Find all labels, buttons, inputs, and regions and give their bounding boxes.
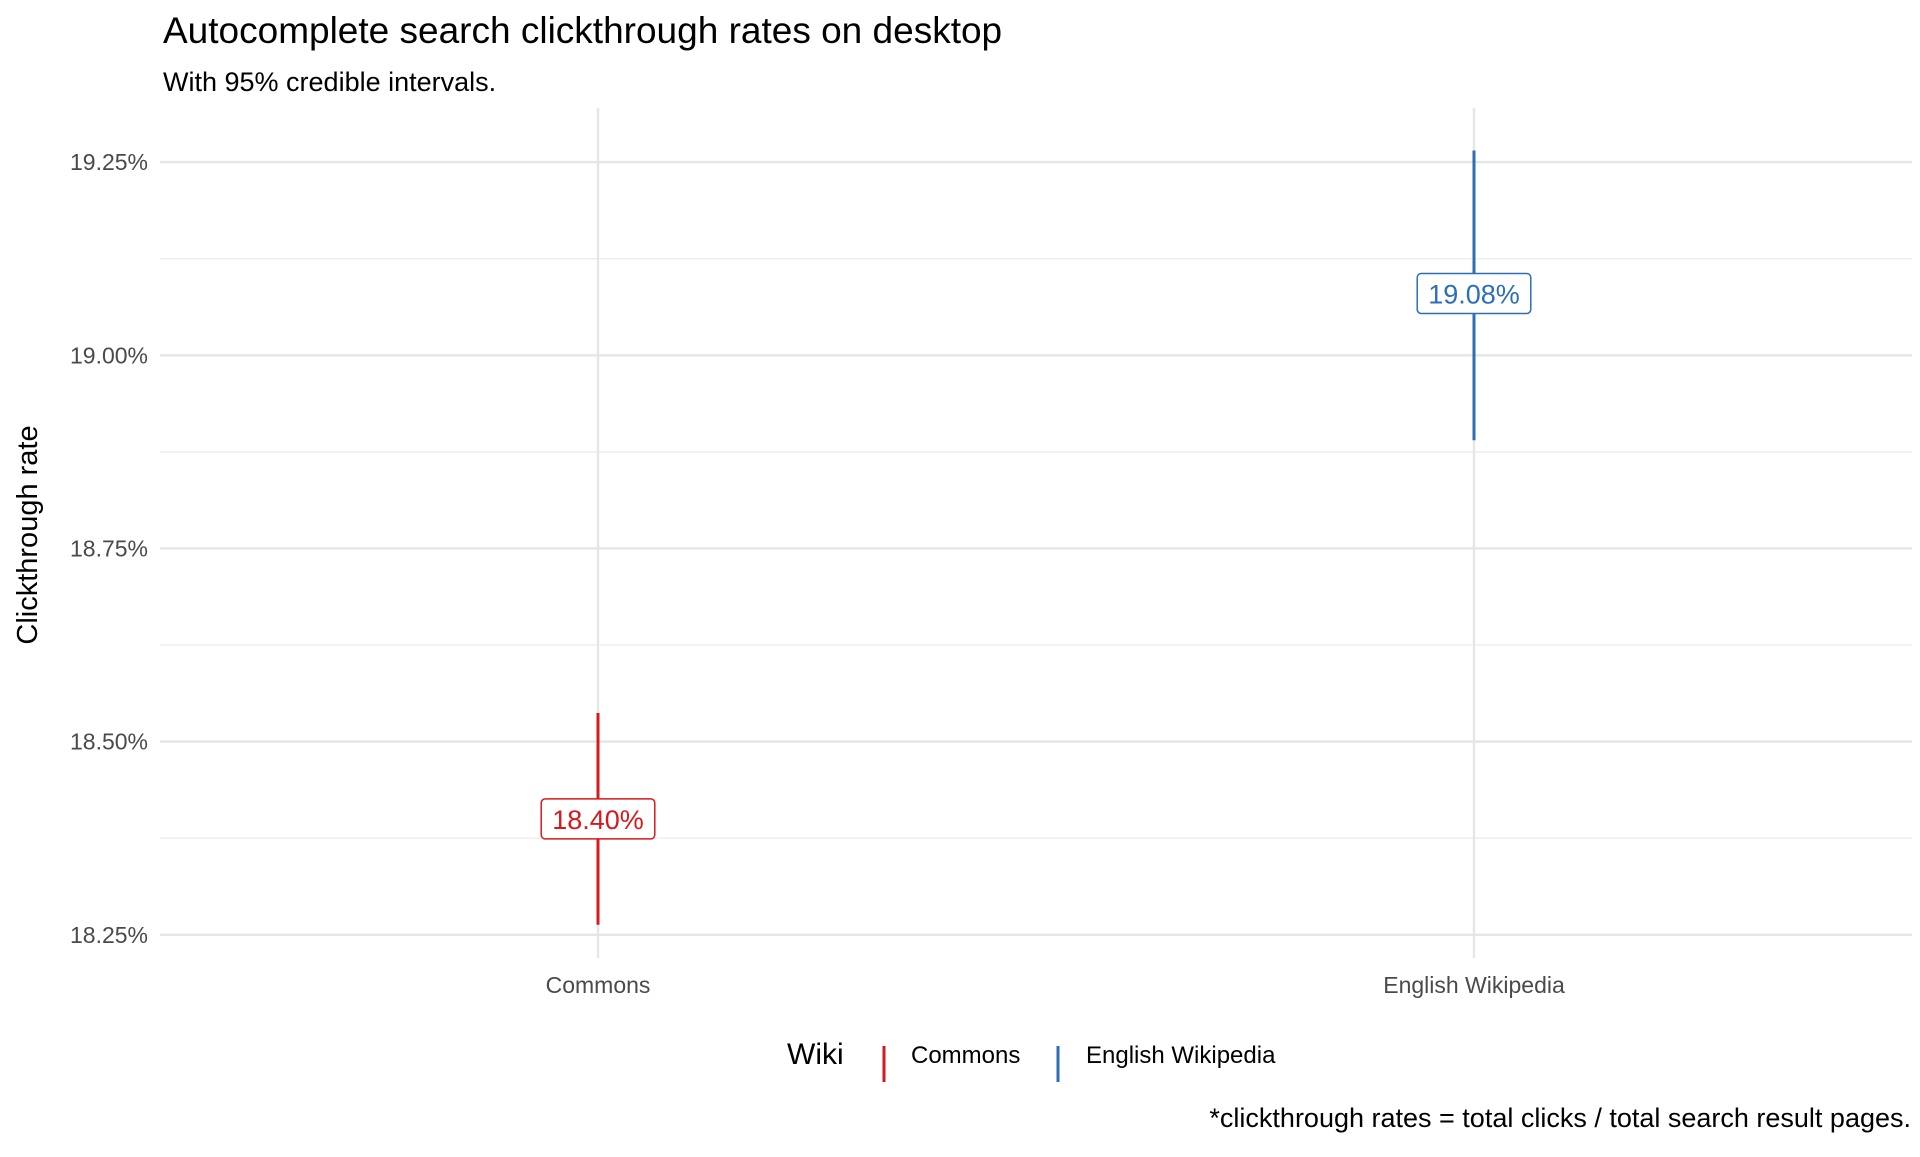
grid-layer [160,108,1912,958]
x-tick-label: Commons [546,972,651,998]
y-tick-label: 18.25% [70,922,148,948]
estimate-label-box [540,798,656,840]
x-tick-label: English Wikipedia [1383,972,1565,998]
estimate-label-text: 18.40% [552,805,644,835]
estimate-label-box [1416,272,1532,315]
estimate-label-english-wikipedia: 19.08% [1416,272,1532,315]
y-tick-label: 18.75% [70,535,148,561]
legend-label-english-wikipedia: English Wikipedia [1086,1042,1276,1069]
estimate-label-commons: 18.40% [540,798,656,840]
y-axis-title: Clickthrough rate [12,425,44,644]
label-layer: 18.25% 18.50% 18.75% 19.00% 19.25% Commons Eng… [70,149,1565,998]
chart-title: Autocomplete search clickthrough rates o… [163,10,1002,51]
estimate-label-text: 19.08% [1428,279,1520,309]
legend: Wiki Commons English Wikipedia [787,1038,1276,1082]
chart-subtitle: With 95% credible intervals. [163,67,496,97]
y-tick-label: 19.00% [70,342,148,368]
legend-title: Wiki [787,1038,844,1071]
legend-label-commons: Commons [911,1042,1020,1069]
mark-layer [596,150,1476,925]
y-tick-label: 19.25% [70,149,148,175]
y-tick-label: 18.50% [70,729,148,755]
chart-caption: *clickthrough rates = total clicks / tot… [1209,1103,1911,1133]
